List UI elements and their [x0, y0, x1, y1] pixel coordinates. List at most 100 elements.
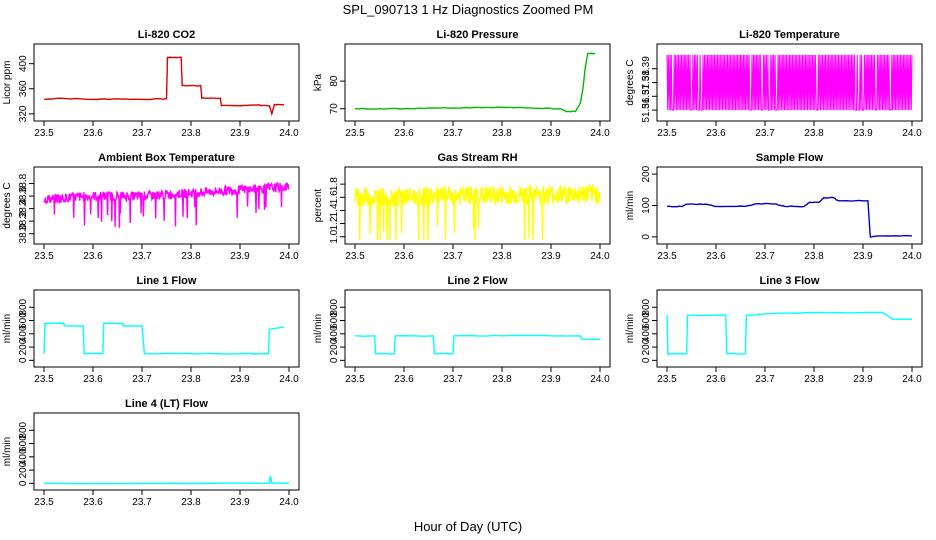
x-tick-label: 23.5 — [345, 128, 365, 139]
series-line — [354, 52, 596, 113]
x-tick-label: 23.5 — [34, 251, 54, 262]
y-axis-label: ml/min — [313, 314, 324, 343]
panel-title: Line 3 Flow — [760, 275, 820, 287]
x-tick-label: 23.9 — [853, 251, 873, 262]
x-tick-label: 23.5 — [34, 128, 54, 139]
x-tick-label: 24.0 — [902, 374, 922, 385]
x-tick-label: 24.0 — [279, 251, 299, 262]
x-tick-label: 23.9 — [853, 128, 873, 139]
panel-title: Li-820 Pressure — [437, 29, 519, 41]
chart-panel: Sample Flow 23.5 23.6 23.7 23.8 23.9 24.0 0 100 2… — [625, 152, 923, 262]
x-tick-label: 23.9 — [541, 251, 561, 262]
plot-frame — [33, 166, 300, 245]
x-tick-label: 23.8 — [804, 374, 824, 385]
y-tick-label: 400 — [18, 325, 29, 342]
x-tick-label: 23.7 — [132, 497, 152, 508]
series-line — [666, 311, 913, 357]
x-tick-label: 23.9 — [230, 374, 250, 385]
chart-panel: Line 3 Flow 23.5 23.6 23.7 23.8 23.9 24.0 0 2004… — [625, 275, 923, 385]
x-tick-label: 23.7 — [443, 251, 463, 262]
x-tick-label: 23.8 — [181, 497, 201, 508]
panel-title: Gas Stream RH — [437, 152, 517, 164]
y-tick-label: 800 — [18, 421, 29, 438]
x-tick-label: 23.6 — [706, 251, 726, 262]
panel-title: Line 4 (LT) Flow — [125, 398, 208, 410]
y-tick-label: 0 — [18, 480, 29, 486]
x-tick-label: 23.8 — [492, 128, 512, 139]
x-tick-label: 24.0 — [279, 128, 299, 139]
plot-frame — [344, 166, 611, 245]
x-tick-label: 23.7 — [132, 128, 152, 139]
y-tick-label: 38.2 — [18, 211, 29, 231]
chart-panel: Gas Stream RH 23.5 23.6 23.7 23.8 23.9 24.0 1.0… — [313, 152, 611, 262]
y-tick-label: 400 — [329, 325, 340, 342]
x-tick-label: 23.8 — [804, 128, 824, 139]
x-tick-label: 23.6 — [83, 251, 103, 262]
y-axis-label: ml/min — [625, 191, 636, 220]
chart-panel: Ambient Box Temperature 23.5 23.6 23.7 23.8 2… — [2, 152, 300, 262]
y-tick-label: 400 — [641, 325, 652, 342]
y-axis-label: ml/min — [2, 437, 13, 466]
y-tick-label: 38.0 — [18, 224, 29, 244]
plot-frame — [656, 289, 923, 368]
panel-title: Ambient Box Temperature — [98, 152, 235, 164]
series-line — [43, 181, 290, 228]
series-line — [354, 183, 601, 241]
x-tick-label: 24.0 — [279, 497, 299, 508]
panel-grid: Li-820 CO2 23.5 23.6 23.7 23.8 23.9 24.0 320 360… — [2, 29, 923, 508]
x-tick-label: 23.9 — [230, 128, 250, 139]
plot-frame — [656, 166, 923, 245]
y-tick-label: 600 — [18, 435, 29, 452]
y-tick-label: 80 — [329, 75, 340, 87]
y-tick-label: 0 — [641, 357, 652, 363]
y-tick-label: 70 — [329, 103, 340, 115]
y-tick-label: 600 — [18, 312, 29, 329]
y-axis-label: kPa — [313, 73, 324, 91]
x-tick-label: 23.9 — [853, 374, 873, 385]
series-line — [43, 56, 285, 117]
y-tick-label: 320 — [18, 105, 29, 122]
x-tick-label: 23.5 — [34, 374, 54, 385]
y-tick-label: 38.4 — [18, 198, 29, 218]
x-tick-label: 24.0 — [902, 251, 922, 262]
x-tick-label: 23.6 — [706, 128, 726, 139]
x-tick-label: 23.6 — [706, 374, 726, 385]
y-tick-label: 600 — [329, 312, 340, 329]
plot-frame — [33, 412, 300, 491]
y-tick-label: 1.2 — [329, 216, 340, 230]
x-tick-label: 23.5 — [657, 128, 677, 139]
y-tick-label: 38.8 — [18, 173, 29, 193]
series-line — [43, 475, 290, 485]
y-axis-label: ml/min — [2, 314, 13, 343]
x-tick-label: 23.9 — [230, 251, 250, 262]
series-line — [666, 196, 913, 238]
y-tick-label: 0 — [18, 357, 29, 363]
panel-title: Line 2 Flow — [448, 275, 508, 287]
y-tick-label: 51.39 — [641, 56, 652, 81]
y-tick-label: 360 — [18, 80, 29, 97]
x-tick-label: 24.0 — [590, 251, 610, 262]
x-tick-label: 23.8 — [181, 128, 201, 139]
x-tick-label: 23.5 — [345, 251, 365, 262]
chart-panel: Line 2 Flow 23.5 23.6 23.7 23.8 23.9 24.0 0 2004… — [313, 275, 611, 385]
series-line — [354, 334, 601, 355]
y-axis-label: Licor ppm — [2, 61, 13, 105]
y-tick-label: 100 — [641, 197, 652, 214]
x-tick-label: 24.0 — [279, 374, 299, 385]
x-tick-label: 23.5 — [34, 497, 54, 508]
y-tick-label: 400 — [18, 448, 29, 465]
y-tick-label: 0 — [329, 357, 340, 363]
y-axis-label: degrees C — [2, 182, 13, 228]
y-tick-label: 800 — [18, 298, 29, 315]
x-tick-label: 23.5 — [657, 251, 677, 262]
y-tick-label: 1.4 — [329, 203, 340, 217]
x-tick-label: 23.8 — [492, 251, 512, 262]
x-tick-label: 23.7 — [755, 251, 775, 262]
y-tick-label: 38.6 — [18, 186, 29, 206]
x-tick-label: 23.8 — [181, 251, 201, 262]
chart-panel: Li-820 Temperature 23.5 23.6 23.7 23.8 23.9 24… — [625, 29, 923, 139]
x-tick-label: 23.7 — [443, 128, 463, 139]
panel-title: Sample Flow — [756, 152, 824, 164]
y-tick-label: 400 — [18, 55, 29, 72]
